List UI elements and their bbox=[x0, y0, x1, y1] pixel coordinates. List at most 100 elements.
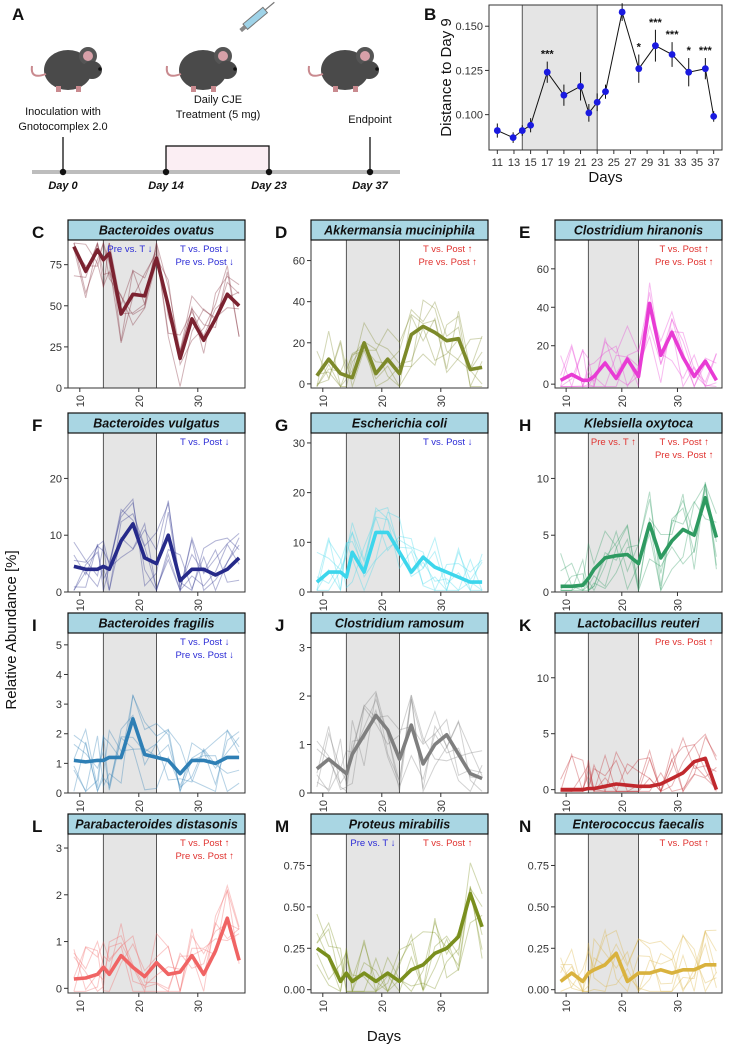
mouse-icon bbox=[307, 47, 379, 92]
stat-annotation: T vs. Post ↑ bbox=[180, 838, 229, 849]
individual-trace bbox=[73, 883, 240, 992]
x-axis-label: Days bbox=[367, 1028, 401, 1045]
individual-trace bbox=[316, 507, 483, 591]
panel-k: K Lactobacillus reuteri 0 5 10 10 20 30 Pre vs. … bbox=[519, 612, 723, 812]
treatment-shade bbox=[346, 834, 400, 993]
individual-trace bbox=[316, 313, 483, 389]
species-title: Klebsiella oxytoca bbox=[584, 417, 693, 431]
species-title: Bacteroides fragilis bbox=[98, 617, 214, 631]
x-tick-label: 20 bbox=[134, 599, 146, 611]
mouse-icon bbox=[165, 47, 237, 92]
y-tick-label: 0.00 bbox=[284, 985, 305, 997]
y-tick-label: 5 bbox=[543, 530, 549, 542]
title-strip bbox=[67, 219, 246, 241]
title-strip bbox=[67, 813, 246, 835]
x-tick-label: 23 bbox=[591, 157, 603, 169]
panel-label: K bbox=[519, 616, 532, 635]
y-tick-label: 0.100 bbox=[455, 110, 483, 122]
significance-mark: * bbox=[687, 45, 692, 57]
panel-e: E Clostridium hiranonis 0 20 40 60 10 20 30 T vs.… bbox=[519, 219, 723, 407]
panel-j: J Clostridium ramosum 0 1 2 3 10 20 30 bbox=[275, 612, 489, 812]
stat-annotation: T vs. Post ↑ bbox=[423, 838, 472, 849]
treatment-shade bbox=[522, 5, 598, 150]
x-tick-label: 33 bbox=[674, 157, 686, 169]
y-tick-label: 0.50 bbox=[528, 902, 549, 914]
panel-c: C Bacteroides ovatus 0 25 50 75 10 20 30 Pre vs. … bbox=[32, 219, 246, 407]
treatment-shade bbox=[588, 633, 639, 793]
x-tick-label: 30 bbox=[436, 599, 448, 611]
x-tick-label: 25 bbox=[608, 157, 620, 169]
individual-trace bbox=[316, 695, 483, 794]
y-tick-label: 1 bbox=[56, 758, 62, 770]
title-strip bbox=[310, 612, 489, 634]
x-tick-label: 20 bbox=[134, 395, 146, 407]
panel-label: M bbox=[275, 817, 289, 836]
distance-point bbox=[509, 134, 517, 142]
x-tick-label: 20 bbox=[377, 1000, 389, 1012]
x-tick-label: 10 bbox=[561, 395, 573, 407]
y-tick-label: 3 bbox=[56, 843, 62, 855]
panel-g: G Escherichia coli 0 10 20 30 10 20 30 T vs. Post… bbox=[275, 412, 489, 611]
y-tick-label: 1 bbox=[56, 937, 62, 949]
x-tick-label: 19 bbox=[558, 157, 570, 169]
mean-line bbox=[315, 530, 483, 584]
panel-label: E bbox=[519, 223, 530, 242]
distance-point bbox=[593, 98, 601, 106]
individual-trace bbox=[560, 500, 717, 591]
species-title: Lactobacillus reuteri bbox=[577, 617, 700, 631]
x-tick-label: 13 bbox=[508, 157, 520, 169]
y-tick-label: 2 bbox=[56, 729, 62, 741]
individual-trace bbox=[560, 929, 717, 993]
y-tick-label: 2 bbox=[299, 691, 305, 703]
stat-annotation: T vs. Post ↓ bbox=[180, 437, 229, 448]
x-tick-label: 30 bbox=[436, 800, 448, 812]
individual-trace bbox=[560, 736, 717, 793]
species-title: Bacteroides vulgatus bbox=[93, 417, 219, 431]
individual-trace bbox=[560, 744, 717, 793]
y-tick-label: 20 bbox=[537, 341, 549, 353]
species-title: Escherichia coli bbox=[352, 417, 448, 431]
mean-line bbox=[560, 495, 719, 589]
mouse-icon bbox=[30, 47, 102, 92]
y-tick-label: 0 bbox=[56, 587, 62, 599]
x-tick-label: 30 bbox=[672, 1000, 684, 1012]
distance-point bbox=[518, 127, 526, 134]
stat-annotation: Pre vs. Post ↓ bbox=[175, 257, 234, 268]
y-tick-label: 10 bbox=[537, 473, 549, 485]
y-tick-label: 50 bbox=[50, 301, 62, 313]
panel-label: L bbox=[32, 817, 42, 836]
treatment-shade bbox=[346, 633, 400, 793]
title-strip bbox=[554, 412, 723, 434]
x-tick-label: 20 bbox=[617, 800, 629, 812]
distance-point bbox=[527, 121, 535, 129]
stat-annotation: Pre vs. T ↓ bbox=[107, 244, 152, 255]
individual-trace bbox=[73, 500, 240, 592]
stat-annotation: Pre vs. T ↓ bbox=[350, 838, 395, 849]
stat-annotation: Pre vs. Post ↑ bbox=[418, 257, 477, 268]
event-text-endpoint: Endpoint bbox=[348, 114, 391, 126]
individual-trace bbox=[73, 508, 240, 593]
individual-trace bbox=[73, 501, 240, 593]
stat-annotation: Pre vs. Post ↓ bbox=[175, 650, 234, 661]
stat-annotation: T vs. Post ↓ bbox=[180, 244, 229, 255]
panel-m: M Proteus mirabilis 0.00 0.25 0.50 0.75 10 20 30… bbox=[275, 813, 489, 1012]
panel-f: F Bacteroides vulgatus 0 10 20 10 20 30 T vs. Po… bbox=[32, 412, 246, 611]
individual-trace bbox=[316, 315, 483, 389]
individual-trace bbox=[73, 694, 240, 794]
y-tick-label: 0.75 bbox=[284, 860, 305, 872]
panel-label: J bbox=[275, 616, 284, 635]
y-axis-label: Relative Abundance [%] bbox=[3, 550, 20, 709]
y-tick-label: 0 bbox=[56, 788, 62, 800]
y-tick-label: 0 bbox=[299, 788, 305, 800]
individual-trace bbox=[560, 934, 717, 993]
day-label-0: Day 0 bbox=[48, 180, 78, 192]
x-tick-label: 17 bbox=[541, 157, 553, 169]
y-axis-title: Distance to Day 9 bbox=[438, 18, 455, 136]
y-tick-label: 60 bbox=[537, 264, 549, 276]
species-title: Bacteroides ovatus bbox=[99, 224, 214, 238]
y-tick-label: 4 bbox=[56, 669, 62, 681]
title-strip bbox=[310, 219, 489, 241]
species-title: Clostridium ramosum bbox=[335, 617, 464, 631]
